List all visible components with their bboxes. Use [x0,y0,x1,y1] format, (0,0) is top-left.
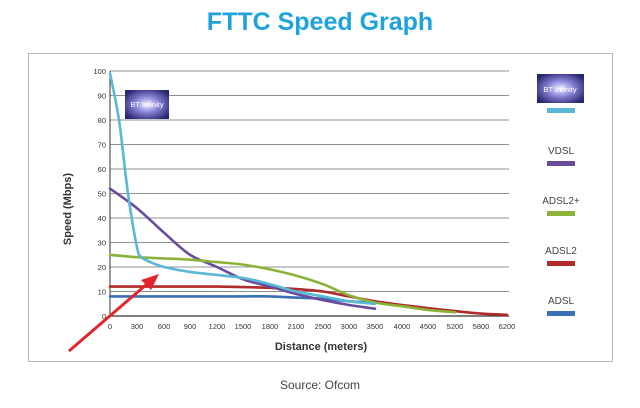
x-tick-label: 1200 [209,322,226,331]
y-axis-label: Speed (Mbps) [62,173,74,245]
x-tick-label: 6200 [499,322,516,331]
x-tick-label: 3500 [367,322,384,331]
legend-swatch-adsl2plus [547,211,575,216]
bt-infinity-badge: BT Infinity [125,90,169,119]
series-line-adsl2plus [108,253,457,314]
x-tick-label: 5800 [473,322,490,331]
legend-label-adsl2plus: ADSL2+ [542,196,580,207]
series-line-adsl2 [108,285,509,317]
x-tick-label: 600 [158,322,171,331]
y-tick-label: 30 [98,239,106,248]
legend-swatch-bt-infinity [547,108,575,113]
speed-chart: 0 10 20 30 40 50 60 70 80 90 100 0 300 600 900 1200 1500… [62,67,584,353]
page-title: FTTC Speed Graph [206,8,434,36]
y-tick-label: 80 [98,116,106,125]
series-line-bt-infinity [108,72,377,306]
bt-infinity-badge-label: BT Infinity [130,100,163,109]
legend: BT Infinity VDSL ADSL2+ ADSL2 ADSL [537,74,584,316]
series-line-adsl [108,295,377,304]
y-tick-label: 90 [98,92,106,101]
x-tick-label: 2100 [288,322,305,331]
x-axis-label: Distance (meters) [275,341,368,353]
legend-bt-infinity-badge-label: BT Infinity [543,85,576,94]
legend-label-vdsl: VDSL [548,146,575,157]
x-tick-label: 3000 [341,322,358,331]
y-tick-label: 50 [98,190,106,199]
source-caption: Source: Ofcom [279,378,361,392]
y-tick-label: 60 [98,165,106,174]
legend-swatch-adsl [547,311,575,316]
x-tick-label: 5200 [447,322,464,331]
legend-swatch-vdsl [547,161,575,166]
legend-label-adsl2: ADSL2 [545,246,577,257]
x-tick-label: 900 [184,322,197,331]
chart-frame: 0 10 20 30 40 50 60 70 80 90 100 0 300 600 900 1200 1500… [28,53,613,362]
x-tick-label: 4000 [394,322,411,331]
x-tick-label: 0 [108,322,112,331]
highlight-arrow [68,274,159,353]
legend-swatch-adsl2 [547,261,575,266]
x-tick-label: 1800 [262,322,279,331]
y-tick-label: 100 [93,67,106,76]
x-tick-label: 1500 [235,322,252,331]
y-tick-label: 20 [98,263,106,272]
y-tick-label: 0 [102,312,106,321]
x-tick-label: 300 [131,322,144,331]
y-tick-label: 70 [98,141,106,150]
x-tick-label: 2500 [315,322,332,331]
y-tick-label: 40 [98,214,106,223]
legend-bt-infinity-badge: BT Infinity [537,74,584,103]
y-tick-label: 10 [98,288,106,297]
x-tick-label: 4500 [420,322,437,331]
legend-label-adsl: ADSL [548,296,575,307]
